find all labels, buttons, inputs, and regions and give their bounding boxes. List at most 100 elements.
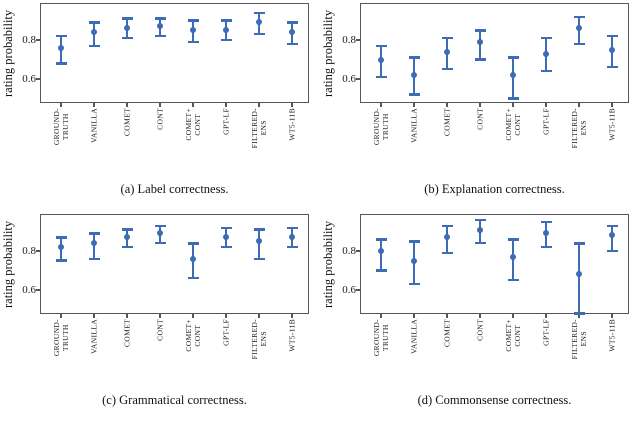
data-point-marker <box>223 234 229 241</box>
error-bar-cap-bottom <box>88 257 100 260</box>
error-bar-cap-top <box>286 226 298 229</box>
error-bar-cap-top <box>88 21 100 24</box>
y-tick-mark <box>356 39 360 41</box>
data-point-marker <box>91 29 97 36</box>
x-category-label: GROUND- TRUTH <box>52 319 70 357</box>
y-tick-mark <box>356 289 360 291</box>
x-category-label: GROUND- TRUTH <box>372 108 390 146</box>
x-tick-mark <box>611 103 613 107</box>
subplot-label-correctness: rating probability (a) Label correctness… <box>0 0 320 211</box>
error-bar-cap-bottom <box>88 44 100 47</box>
error-bar-cap-bottom <box>286 245 298 249</box>
x-tick-mark <box>192 314 194 318</box>
x-tick-mark <box>93 103 95 107</box>
data-point-marker <box>576 271 582 278</box>
x-tick-mark <box>192 103 194 107</box>
data-point-marker <box>378 248 384 255</box>
data-point-marker <box>477 38 483 45</box>
error-bar-cap-top <box>474 29 486 32</box>
x-category-label: VANILLA <box>89 108 99 143</box>
error-bar-cap-bottom <box>540 245 552 249</box>
data-point-marker <box>576 25 582 32</box>
x-category-label: FILTERED- ENS <box>250 319 268 360</box>
error-bar-cap-bottom <box>253 257 265 260</box>
y-tick-mark <box>356 78 360 80</box>
error-bar-cap-top <box>253 11 265 15</box>
error-bar-cap-top <box>253 228 265 231</box>
data-point-marker <box>256 238 262 245</box>
y-tick-mark <box>36 250 40 252</box>
error-bar-cap-bottom <box>606 66 618 69</box>
error-bar-cap-top <box>507 238 519 241</box>
error-bar-cap-bottom <box>187 40 199 44</box>
x-tick-mark <box>380 103 382 107</box>
data-point-marker <box>477 226 483 233</box>
error-bar-cap-top <box>187 19 199 22</box>
error-bar-line <box>257 229 261 259</box>
subplot-commonsense-correctness: rating probability (d) Commonsense corre… <box>320 211 640 422</box>
data-point-marker <box>609 232 615 239</box>
error-bar-cap-top <box>154 17 166 20</box>
x-category-label: GPT-LF <box>541 319 551 346</box>
x-category-label: CONT <box>155 319 165 341</box>
x-tick-mark <box>479 103 481 107</box>
error-bar-cap-bottom <box>474 58 486 61</box>
y-axis-label: rating probability <box>1 220 15 308</box>
x-tick-mark <box>291 103 293 107</box>
x-category-label: CONT <box>475 108 485 130</box>
y-tick-label: 0.6 <box>22 72 36 85</box>
plot-area <box>40 3 309 103</box>
error-bar-cap-top <box>88 232 100 235</box>
data-point-marker <box>444 234 450 241</box>
x-category-label: GROUND- TRUTH <box>372 319 390 357</box>
x-category-label: WT5-11B <box>607 319 617 352</box>
x-category-label: CONT <box>475 319 485 341</box>
error-bar-cap-bottom <box>573 42 585 46</box>
error-bar-cap-bottom <box>121 36 133 40</box>
data-point-marker <box>58 44 64 51</box>
subplot-caption-d: (d) Commonsense correctness. <box>417 393 572 407</box>
error-bar-cap-top <box>220 226 232 229</box>
error-bar-cap-top <box>154 224 166 227</box>
error-bar-cap-bottom <box>286 42 298 46</box>
x-tick-mark <box>291 314 293 318</box>
error-bar-cap-bottom <box>507 97 519 100</box>
error-bar-cap-bottom <box>55 62 67 65</box>
error-bar-cap-top <box>55 35 67 38</box>
x-category-label: GPT-LF <box>541 108 551 135</box>
error-bar-cap-bottom <box>154 241 166 245</box>
y-tick-label: 0.6 <box>342 72 356 85</box>
subplot-caption-b: (b) Explanation correctness. <box>424 182 565 196</box>
error-bar-cap-top <box>507 56 519 59</box>
x-tick-mark <box>578 103 580 107</box>
error-bar-cap-bottom <box>375 269 387 272</box>
data-point-marker <box>411 257 417 264</box>
error-bar-cap-top <box>187 242 199 245</box>
x-category-label: GROUND- TRUTH <box>52 108 70 146</box>
x-tick-mark <box>380 314 382 318</box>
subplot-explanation-correctness: rating probability (b) Explanation corre… <box>320 0 640 211</box>
error-bar-cap-top <box>121 17 133 20</box>
error-bar-cap-top <box>408 240 420 243</box>
y-axis-label: rating probability <box>1 9 15 97</box>
error-bar-cap-bottom <box>507 278 519 282</box>
x-tick-mark <box>545 314 547 318</box>
data-point-marker <box>124 234 130 241</box>
x-tick-mark <box>93 314 95 318</box>
error-bar-cap-top <box>474 218 486 222</box>
y-tick-label: 0.8 <box>22 244 36 257</box>
error-bar-cap-bottom <box>408 93 420 96</box>
error-bar-cap-top <box>286 21 298 24</box>
x-category-label: COMET+ CONT <box>504 319 522 352</box>
error-bar-line <box>92 233 96 259</box>
x-tick-mark <box>512 314 514 318</box>
x-category-label: COMET <box>122 319 132 348</box>
x-category-label: FILTERED- ENS <box>570 108 588 149</box>
data-point-marker <box>223 27 229 34</box>
error-bar-cap-bottom <box>573 312 585 315</box>
x-tick-mark <box>413 103 415 107</box>
x-category-label: COMET <box>442 319 452 348</box>
plot-area <box>360 214 629 314</box>
y-tick-label: 0.6 <box>342 283 356 296</box>
y-axis-label: rating probability <box>321 9 335 97</box>
